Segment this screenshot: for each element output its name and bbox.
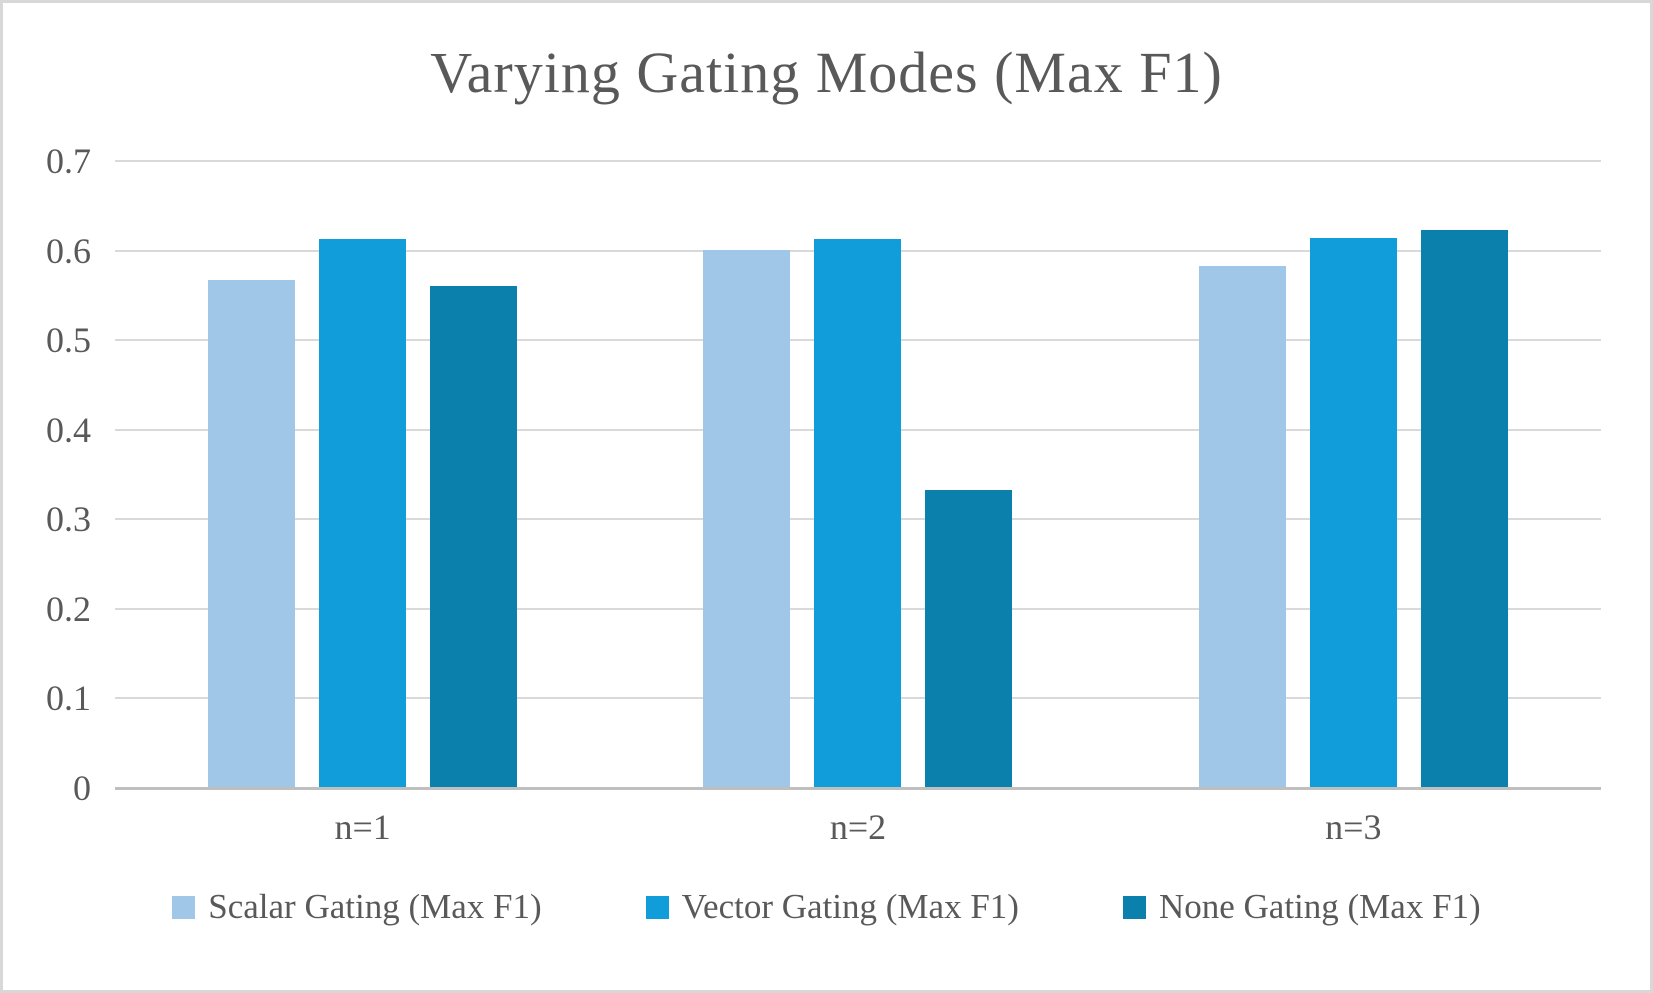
bar-none-n=3: [1420, 229, 1508, 788]
bar-group-n=2: [610, 161, 1105, 788]
bar-none-n=1: [430, 286, 518, 788]
legend: Scalar Gating (Max F1) Vector Gating (Max…: [3, 887, 1650, 927]
x-category-label: n=1: [334, 807, 391, 847]
bar-vector-n=3: [1309, 238, 1397, 788]
bar-group-n=3: [1106, 161, 1601, 788]
legend-swatch-icon: [172, 895, 196, 919]
y-tick-label: 0.2: [46, 588, 91, 629]
x-category-label: n=2: [829, 807, 887, 847]
y-tick-label: 0: [73, 768, 91, 808]
bar-group-n=1: [115, 161, 610, 788]
x-axis-line: [115, 787, 1601, 790]
legend-label: Vector Gating (Max F1): [681, 887, 1019, 926]
legend-item: Vector Gating (Max F1): [645, 887, 1019, 927]
y-tick-label: 0.6: [46, 230, 91, 271]
bar-groups: [115, 161, 1601, 788]
y-tick-label: 0.7: [46, 141, 91, 181]
legend-label: None Gating (Max F1): [1158, 887, 1481, 926]
chart-title: Varying Gating Modes (Max F1): [430, 40, 1223, 105]
bar-scalar-n=3: [1198, 265, 1286, 788]
y-tick-label: 0.1: [46, 678, 91, 719]
y-tick-label: 0.5: [46, 320, 91, 361]
legend-label: Scalar Gating (Max F1): [208, 887, 542, 926]
x-category-label: n=3: [1325, 807, 1382, 847]
legend-swatch-icon: [645, 895, 669, 919]
bar-vector-n=2: [814, 238, 902, 788]
gridline: [115, 160, 1601, 162]
legend-swatch-icon: [1122, 895, 1146, 919]
y-axis: 0.7 0.6 0.5 0.4 0.3 0.2 0.1 0: [3, 143, 91, 806]
bar-vector-n=1: [319, 238, 407, 788]
plot-area: [115, 160, 1601, 790]
x-axis: n=1 n=2 n=3: [115, 806, 1601, 848]
y-tick-label: 0.3: [46, 499, 91, 540]
bar-scalar-n=1: [208, 280, 296, 788]
bar-scalar-n=2: [703, 249, 791, 788]
bar-none-n=2: [925, 489, 1013, 788]
y-tick-label: 0.4: [46, 409, 91, 450]
legend-item: Scalar Gating (Max F1): [172, 887, 542, 927]
legend-item: None Gating (Max F1): [1122, 887, 1481, 927]
